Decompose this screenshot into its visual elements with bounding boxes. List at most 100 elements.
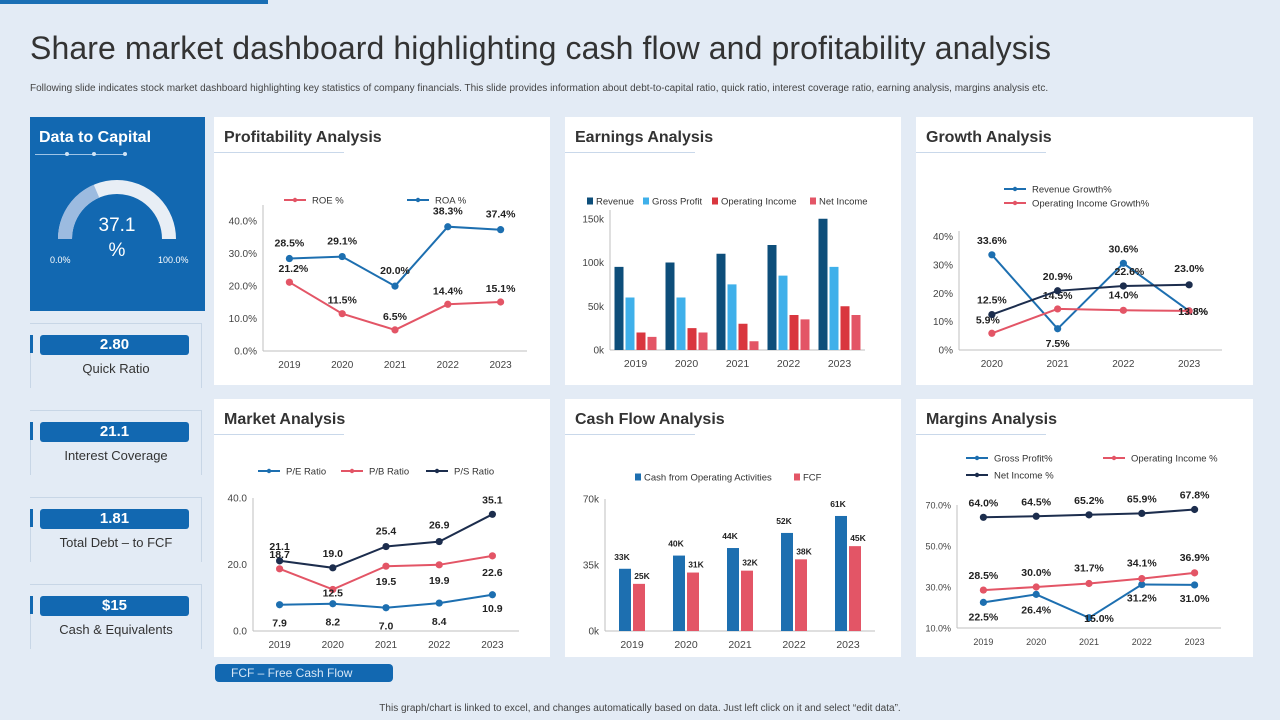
kpi-quick-ratio: 2.80 Quick Ratio — [30, 323, 202, 388]
bar — [781, 532, 793, 631]
x-tick-label: 2022 — [1132, 637, 1152, 647]
x-tick-label: 2023 — [1178, 359, 1201, 370]
y-tick-label: 30.0% — [925, 583, 951, 593]
data-point — [329, 564, 337, 572]
data-label: 21.1 — [269, 541, 290, 553]
legend-marker — [292, 197, 298, 203]
bar — [849, 546, 861, 631]
card-title-underline — [916, 152, 1046, 153]
x-tick-label: 2021 — [384, 360, 407, 371]
data-label: 11.5% — [328, 295, 358, 307]
x-tick-label: 2020 — [331, 360, 354, 371]
card-title: Profitability Analysis — [224, 129, 382, 146]
legend-swatch — [712, 197, 718, 205]
legend-marker — [434, 468, 440, 474]
market-chart: 0.0 20.0 40.0 2019 2020 2021 2022 2023 P/E Ratio… — [228, 467, 519, 651]
data-point — [338, 310, 346, 318]
data-point — [979, 513, 987, 521]
data-label: 15.1% — [486, 283, 516, 295]
card-title-underline — [214, 434, 344, 435]
data-label: 26.4% — [1021, 604, 1051, 616]
legend-label: P/S Ratio — [454, 467, 494, 478]
data-point — [329, 600, 337, 608]
gauge-min-label: 0.0% — [50, 255, 71, 265]
data-point — [382, 562, 390, 570]
kpi-label: Total Debt – to FCF — [59, 535, 173, 550]
data-point — [1185, 307, 1193, 315]
profitability-analysis-card: Profitability Analysis 0.0% 10.0% 20.0% 30.… — [214, 117, 550, 385]
card-title: Cash Flow Analysis — [575, 411, 725, 428]
x-tick-label: 2020 — [674, 639, 698, 651]
data-label: 25K — [634, 571, 650, 581]
x-tick-label: 2023 — [489, 360, 512, 371]
kpi-frame — [30, 323, 202, 388]
data-label: 19.9 — [429, 575, 450, 587]
growth-chart: 0% 10% 20% 30% 40% 2020 2021 2022 2023 Revenue Gr… — [933, 185, 1222, 370]
y-tick-label: 0k — [588, 627, 600, 638]
data-label: 34.1% — [1127, 558, 1157, 570]
card-title: Growth Analysis — [926, 129, 1052, 146]
data-label: 23.0% — [1174, 263, 1204, 275]
y-tick-label: 20.0 — [228, 560, 248, 571]
data-point — [988, 310, 996, 319]
data-point — [1085, 614, 1093, 622]
data-point — [444, 223, 452, 231]
cash-flow-chart: 0k 35k 70k Cash from Operating Activities FC… — [583, 473, 875, 651]
legend-label: ROA % — [435, 196, 467, 207]
y-tick-label: 0k — [593, 346, 605, 357]
kpi-value: 21.1 — [40, 422, 189, 442]
data-point — [1191, 505, 1199, 514]
data-label: 13.8% — [1178, 306, 1208, 318]
kpi-frame — [30, 353, 31, 388]
bar — [741, 570, 753, 631]
top-accent-line — [0, 0, 268, 4]
data-point — [391, 326, 399, 334]
data-label: 29.1% — [327, 236, 357, 248]
data-label: 65.2% — [1074, 495, 1104, 507]
data-label: 25.4 — [376, 526, 397, 538]
legend-label: ROE % — [312, 196, 344, 207]
data-label: 21.2% — [279, 263, 309, 275]
data-point — [1119, 259, 1127, 267]
data-label: 14.0% — [1108, 289, 1138, 301]
margins-chart: 10.0% 30.0% 50.0% 70.0% 2019 2020 2021 2022 2023… — [925, 454, 1221, 647]
legend-label: Operating Income Growth% — [1032, 199, 1150, 210]
data-label: 12.5% — [977, 295, 1007, 307]
kpi-label: Cash & Equivalents — [59, 622, 173, 637]
legend-swatch — [643, 197, 649, 205]
divider-dot — [123, 152, 127, 156]
bar — [633, 583, 645, 631]
data-point — [382, 542, 390, 551]
legend-marker — [349, 468, 355, 474]
data-label: 52K — [776, 516, 792, 526]
bar — [716, 253, 726, 350]
x-tick-label: 2020 — [675, 358, 699, 370]
data-label: 22.5% — [969, 611, 999, 623]
data-label: 38.3% — [433, 206, 463, 218]
data-point — [1032, 583, 1040, 591]
bar — [829, 266, 839, 350]
y-tick-label: 35k — [583, 561, 600, 572]
y-tick-label: 30.0% — [229, 249, 257, 260]
x-tick-label: 2023 — [481, 640, 504, 651]
kpi-accent — [30, 509, 33, 527]
y-tick-label: 70.0% — [925, 501, 951, 511]
data-label: 7.0 — [379, 621, 394, 633]
kpi-accent — [30, 335, 33, 353]
y-tick-label: 20.0% — [229, 282, 257, 293]
bar — [835, 515, 847, 631]
data-label: 19.5 — [376, 576, 397, 588]
data-point — [1138, 580, 1146, 589]
data-point — [276, 601, 284, 609]
data-label: 31K — [688, 560, 704, 570]
data-point — [1138, 574, 1146, 583]
data-point — [1119, 282, 1127, 290]
bar — [749, 341, 759, 350]
data-point — [1054, 325, 1062, 333]
data-label: 12.5 — [323, 587, 344, 599]
x-tick-label: 2021 — [728, 639, 752, 651]
data-point — [488, 552, 496, 560]
card-title-underline — [214, 152, 344, 153]
panel-divider — [35, 154, 127, 155]
data-label: 67.8% — [1180, 490, 1210, 502]
